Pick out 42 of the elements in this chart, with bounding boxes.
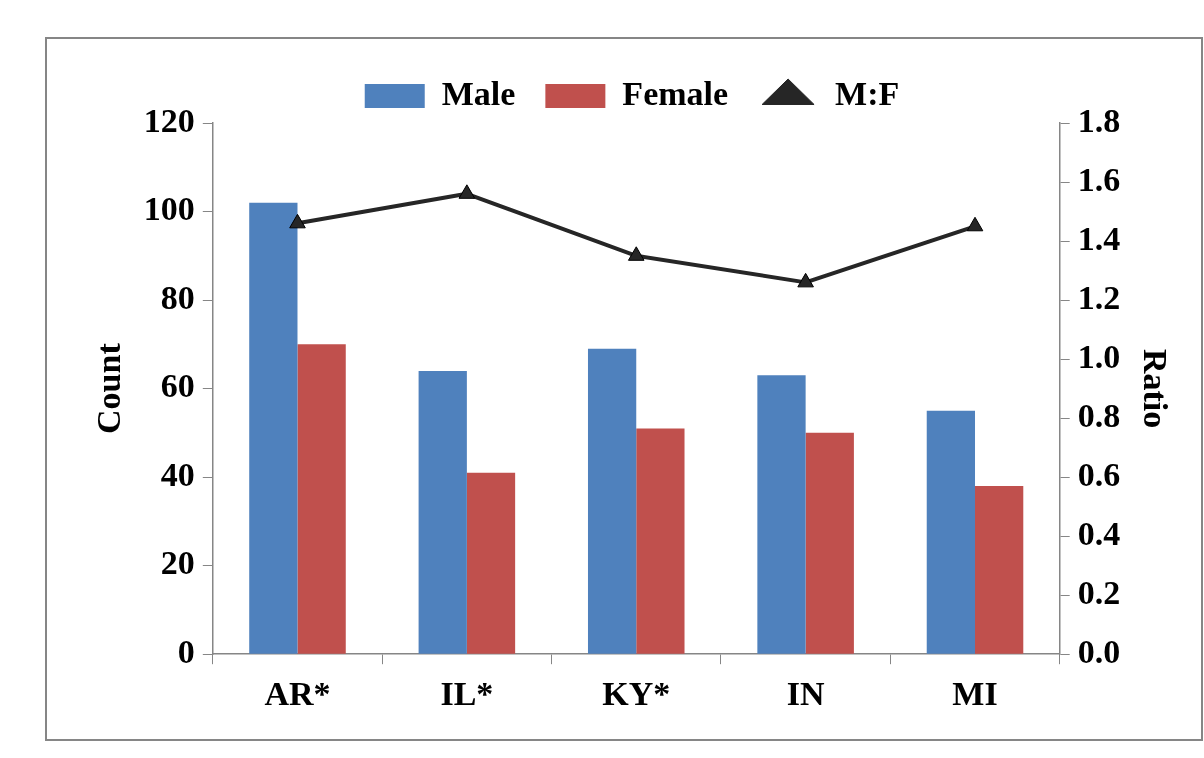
y-tick-label: 120: [143, 101, 195, 139]
bar: [805, 432, 854, 654]
bar: [249, 202, 298, 654]
y-axis-title: Count: [90, 342, 128, 434]
point: [966, 216, 984, 232]
y2-tick-label: 1.0: [1077, 337, 1121, 375]
point: [289, 213, 306, 229]
y2-tick-label: 0.8: [1077, 396, 1121, 434]
y2-tick-label: 1.4: [1077, 219, 1121, 257]
legend-label: M:F: [835, 74, 900, 112]
y-tick-label: 80: [160, 278, 195, 316]
x-tick-label: IN: [786, 675, 825, 713]
legend-label: Female: [622, 74, 729, 112]
bar: [636, 428, 685, 654]
point: [797, 272, 814, 288]
y2-tick-label: 1.6: [1077, 160, 1121, 198]
y2-tick-label: 0.4: [1077, 514, 1121, 552]
bar: [297, 344, 346, 654]
bar: [466, 472, 516, 654]
y-tick-label: 100: [143, 190, 195, 228]
bar: [587, 348, 637, 654]
y-tick-label: 20: [160, 544, 195, 582]
x-tick-label: IL*: [440, 675, 494, 713]
point: [458, 184, 476, 199]
bar: [926, 410, 976, 654]
x-tick-label: AR*: [264, 675, 331, 713]
y2-tick-label: 0.2: [1077, 573, 1121, 611]
y2-axis-title: Ratio: [1136, 348, 1174, 429]
x-tick-label: MI: [952, 675, 998, 713]
x-tick-label: KY*: [602, 675, 671, 713]
y2-tick-label: 1.8: [1077, 101, 1121, 139]
y-tick-label: 0: [177, 632, 195, 670]
y-tick-label: 60: [160, 367, 195, 405]
bar: [418, 370, 467, 654]
point: [627, 246, 645, 261]
legend-label: Male: [441, 74, 516, 112]
bar: [975, 485, 1024, 654]
y2-tick-label: 0.0: [1077, 632, 1121, 670]
y2-tick-label: 0.6: [1077, 455, 1121, 493]
bar: [757, 375, 806, 654]
y2-tick-label: 1.2: [1077, 278, 1121, 316]
y-tick-label: 40: [160, 455, 195, 493]
